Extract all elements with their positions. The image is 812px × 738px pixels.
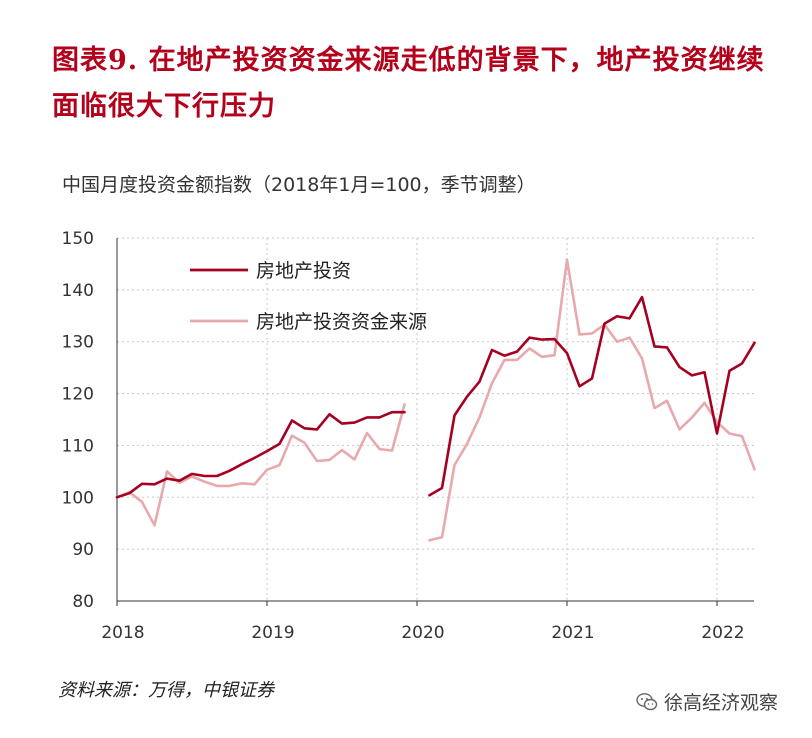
legend-label: 房地产投资资金来源 — [256, 311, 427, 333]
x-tick-label: 2018 — [101, 623, 144, 643]
x-tick-label: 2021 — [551, 623, 594, 643]
y-tick-label: 90 — [72, 540, 94, 560]
x-tick-label: 2019 — [251, 623, 294, 643]
y-tick-label: 100 — [62, 488, 94, 508]
wechat-icon — [636, 692, 658, 710]
y-tick-label: 140 — [62, 281, 94, 301]
y-tick-label: 110 — [62, 436, 94, 456]
series-line-real-estate-investment — [115, 295, 756, 499]
watermark-text: 徐高经济观察 — [664, 692, 779, 714]
y-tick-label: 130 — [62, 333, 94, 353]
chart-subtitle: 中国月度投资金额指数（2018年1月=100，季节调整） — [62, 174, 536, 196]
x-tick-label: 2020 — [401, 623, 444, 643]
axis-layer: 150 140 130 120 110 100 90 80 2018 2019 2020 2021 20… — [62, 229, 754, 643]
y-tick-label: 80 — [72, 592, 94, 612]
watermark: 徐高经济观察 — [636, 688, 778, 715]
x-tick-label: 2022 — [701, 623, 744, 643]
series-layer — [115, 258, 756, 542]
y-tick-label: 150 — [62, 229, 94, 249]
series-line-real-estate-funding — [115, 258, 756, 542]
y-tick-label: 120 — [62, 385, 94, 405]
legend-label: 房地产投资 — [256, 260, 351, 282]
grid-layer — [116, 237, 754, 601]
figure-title: 图表9. 在地产投资资金来源走低的背景下，地产投资继续面临很大下行压力 — [52, 45, 765, 122]
source-note: 资料来源：万得，中银证券 — [58, 680, 274, 701]
